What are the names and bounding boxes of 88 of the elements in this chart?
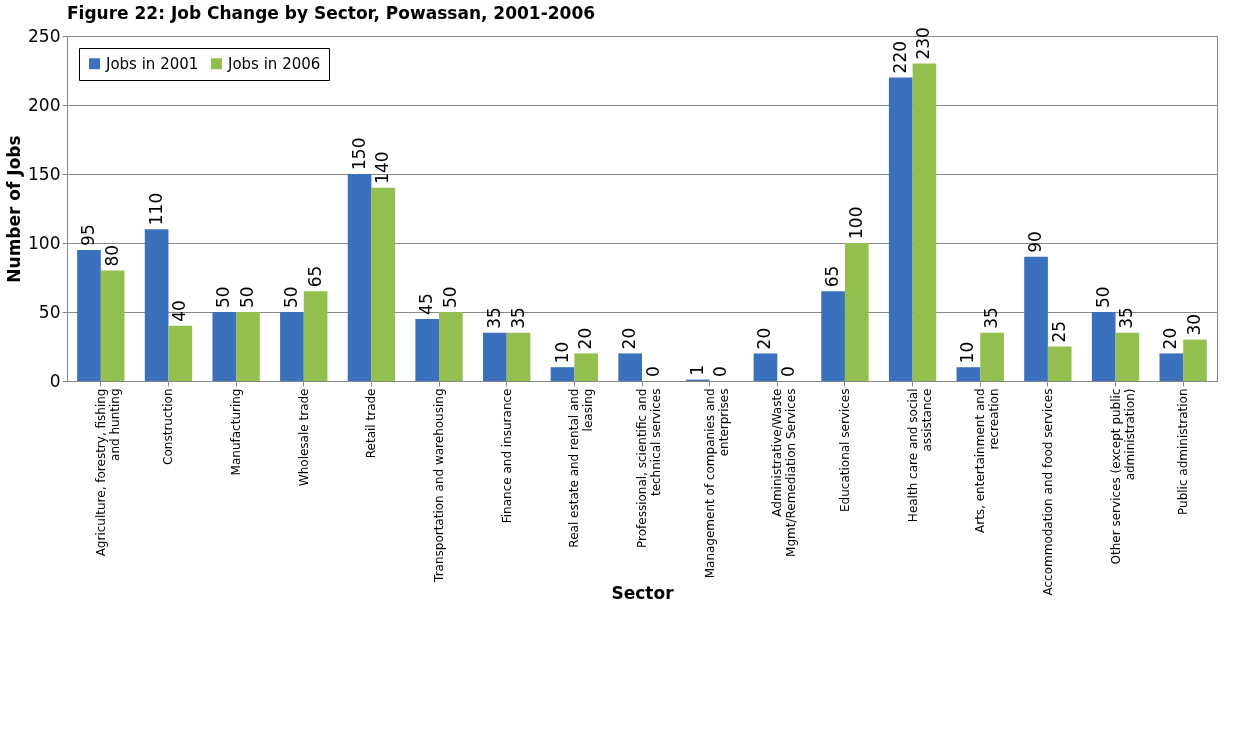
- data-label: 80: [101, 244, 122, 267]
- data-label: 65: [304, 265, 325, 288]
- bar: [100, 270, 125, 381]
- bar: [1183, 339, 1207, 381]
- bar: [483, 332, 507, 381]
- y-tick-label: 200: [28, 94, 61, 115]
- bar: [1024, 256, 1048, 381]
- x-tick-label: Accommodation and food services: [1040, 388, 1055, 596]
- data-label: 0: [642, 366, 663, 377]
- x-tick-label: Retail trade: [364, 388, 379, 459]
- data-label: 40: [169, 300, 190, 322]
- bar: [550, 367, 575, 381]
- data-label: 20: [619, 327, 640, 350]
- data-label: 140: [372, 151, 393, 184]
- data-label: 25: [1048, 320, 1069, 343]
- x-tick-label: Construction: [161, 388, 176, 465]
- bar: [1159, 353, 1184, 381]
- data-label: 35: [1116, 307, 1137, 329]
- data-label: 20: [754, 327, 775, 350]
- data-label: 220: [889, 40, 910, 74]
- data-label: 20: [575, 327, 596, 350]
- data-label: 35: [981, 307, 1002, 329]
- data-label: 50: [280, 286, 301, 308]
- bar: [618, 353, 642, 381]
- bar: [1115, 332, 1140, 381]
- y-tick-label: 150: [28, 163, 61, 184]
- x-tick-label: Transportation and warehousing: [432, 388, 447, 583]
- data-label: 150: [348, 137, 369, 170]
- bar: [168, 325, 193, 381]
- bar: [1091, 312, 1116, 381]
- x-tick-label: Finance and insurance: [499, 388, 514, 524]
- data-label: 35: [507, 307, 528, 329]
- x-tick-label: Wholesale trade: [296, 388, 311, 487]
- bar: [1047, 346, 1072, 381]
- x-tick-label: Agriculture, forestry, fishing and hunting: [93, 388, 122, 557]
- y-tick-label: 0: [49, 370, 61, 391]
- bar: [956, 367, 981, 381]
- data-label: 95: [77, 224, 98, 246]
- data-label: 0: [778, 366, 799, 377]
- x-tick-label: Educational services: [837, 388, 852, 512]
- bar: [506, 332, 531, 381]
- data-label: 50: [1092, 286, 1113, 308]
- x-tick-label: Health care and social assistance: [905, 388, 934, 523]
- x-tick-label: Real estate and rental and leasing: [567, 388, 596, 548]
- chart-title: Figure 22: Job Change by Sector, Powassan, 2001-2006: [67, 3, 596, 23]
- bar: [347, 174, 372, 381]
- data-label: 20: [1160, 327, 1181, 350]
- data-label: 50: [213, 286, 234, 308]
- bar: [212, 312, 237, 381]
- bar: [144, 229, 169, 381]
- data-label: 100: [845, 206, 866, 239]
- y-axis-title: Number of Jobs: [4, 135, 25, 283]
- x-axis-title: Sector: [611, 582, 675, 603]
- bar: [439, 312, 463, 381]
- legend-label: Jobs in 2001: [105, 54, 199, 73]
- data-label: 50: [236, 286, 257, 308]
- bar: [280, 312, 304, 381]
- data-label: 10: [551, 341, 572, 364]
- data-label: 10: [957, 341, 978, 364]
- y-tick-label: 50: [38, 301, 61, 322]
- bar: [236, 312, 260, 381]
- bar: [912, 63, 937, 381]
- legend-label: Jobs in 2006: [227, 54, 321, 73]
- bar: [415, 318, 440, 381]
- bar: [753, 353, 778, 381]
- bar: [821, 291, 845, 381]
- data-label: 30: [1184, 313, 1205, 336]
- data-label: 35: [483, 307, 504, 329]
- x-tick-label: Other services (except public administration): [1108, 388, 1137, 565]
- data-label: 50: [439, 286, 460, 308]
- bar: [574, 353, 599, 381]
- y-tick-label: 100: [28, 232, 61, 253]
- x-tick-label: Manufacturing: [229, 388, 244, 476]
- bar: [303, 291, 328, 381]
- data-label: 110: [145, 192, 166, 226]
- bar: [888, 77, 913, 381]
- bar: [77, 249, 101, 381]
- data-label: 90: [1025, 231, 1046, 253]
- data-label: 65: [822, 265, 843, 288]
- data-label: 45: [416, 293, 437, 315]
- data-label: 1: [686, 364, 707, 376]
- bar: [980, 332, 1004, 381]
- data-label: 0: [710, 366, 731, 377]
- y-tick-label: 250: [28, 25, 61, 46]
- bar: [371, 187, 396, 381]
- bar: [844, 243, 869, 381]
- data-label: 230: [913, 27, 934, 60]
- x-tick-label: Public administration: [1176, 388, 1191, 515]
